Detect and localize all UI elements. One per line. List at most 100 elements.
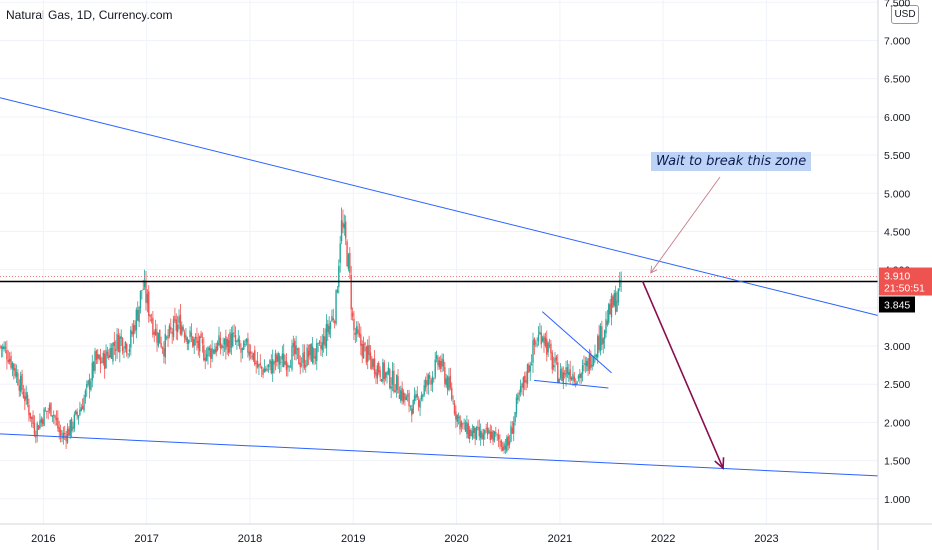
candle-body (72, 426, 74, 430)
candle-body (460, 421, 463, 428)
candle-body (344, 221, 347, 239)
candle-body (499, 441, 501, 443)
candle-body (413, 395, 416, 402)
candle-body (174, 316, 176, 321)
candle-body (329, 322, 332, 330)
candle-body (287, 365, 289, 368)
candle-body (614, 292, 617, 313)
candle-body (269, 359, 271, 365)
current-price-badge (879, 267, 932, 296)
candle-body (552, 365, 555, 368)
candle-body (573, 376, 576, 382)
candle-body (280, 361, 282, 363)
candle-body (511, 428, 514, 434)
currency-badge[interactable]: USD (891, 5, 919, 24)
candle-body (331, 316, 333, 322)
candle-body (33, 422, 36, 435)
candle-body (302, 353, 304, 364)
candle-body (495, 432, 497, 434)
candle-body (327, 323, 329, 333)
candle-body (216, 342, 219, 350)
candle-body (172, 319, 175, 338)
candle-body (106, 351, 109, 356)
candle-body (591, 364, 593, 367)
candle-body (241, 347, 244, 351)
candle-body (424, 379, 427, 388)
candle-body (427, 374, 430, 386)
candle-body (519, 386, 522, 393)
candle-body (493, 431, 496, 441)
candle-body (227, 340, 230, 353)
candle-body (7, 359, 9, 363)
candle-body (430, 379, 432, 385)
candle-body (258, 364, 260, 367)
candle-body (266, 369, 268, 371)
y-tick-label: 2.000 (884, 417, 910, 429)
candle-body (541, 337, 544, 342)
candle-body (440, 361, 442, 369)
chart-grid (0, 0, 878, 524)
trendlines (0, 97, 879, 477)
candle-body (76, 411, 78, 416)
candle-body (43, 408, 45, 427)
candle-body (364, 342, 366, 346)
candle-body (489, 431, 492, 441)
candle-body (41, 419, 44, 425)
current-price-value: 3.910 (884, 271, 910, 283)
candle-body (318, 341, 321, 344)
candle-body (294, 340, 296, 355)
candle-body (68, 428, 70, 436)
candle-body (137, 309, 139, 321)
candle-body (438, 360, 441, 368)
candle-body (445, 378, 447, 386)
candle-body (98, 354, 100, 359)
candle-body (190, 332, 193, 337)
candle-body (490, 431, 493, 439)
candle-body (37, 425, 40, 430)
candle-body (599, 326, 602, 351)
candle-body (356, 326, 358, 335)
candle-body (411, 408, 413, 416)
candle-body (208, 347, 211, 351)
candle-body (150, 319, 153, 321)
candle-body (500, 440, 503, 447)
candle-body (58, 427, 60, 433)
candle-body (128, 348, 131, 352)
candle-body (463, 422, 465, 424)
candle-body (119, 336, 121, 353)
candle-body (221, 345, 223, 348)
candle-body (105, 349, 107, 369)
candle-body (303, 351, 306, 368)
annotation-label[interactable]: Wait to break this zone (651, 152, 812, 171)
candle-body (539, 331, 541, 335)
candle-body (342, 222, 344, 228)
candle-body (382, 362, 384, 382)
x-tick-label: 2020 (444, 533, 468, 545)
candle-body (307, 350, 310, 357)
candle-body (127, 353, 129, 355)
candle-body (267, 364, 270, 367)
candle-body (200, 333, 202, 338)
candle-body (309, 344, 311, 355)
candle-body (612, 296, 614, 308)
candle-body (605, 319, 607, 334)
candle-body (259, 363, 262, 366)
candle-body (466, 421, 468, 435)
candle-body (59, 429, 62, 436)
candle-body (203, 345, 205, 361)
candle-body (277, 352, 279, 362)
candle-body (617, 288, 620, 303)
candle-body (73, 414, 76, 429)
candle-body (270, 361, 273, 374)
candle-body (339, 243, 341, 263)
candle-body (470, 429, 472, 437)
y-tick-label: 5.000 (884, 188, 910, 200)
candle-body (232, 332, 234, 347)
annotation-pointer-head (650, 265, 658, 274)
trendline-lower-support (0, 433, 879, 477)
candle-body (86, 384, 88, 389)
candle-body (28, 404, 30, 416)
candle-body (201, 339, 204, 344)
candle-body (161, 347, 164, 349)
